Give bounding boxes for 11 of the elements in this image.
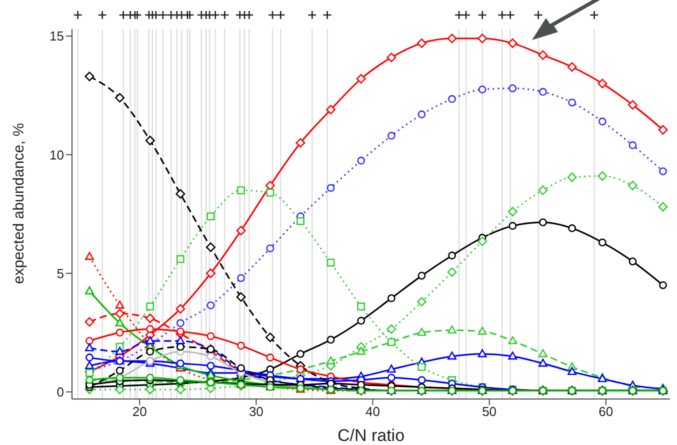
x-tick-label: 60 xyxy=(598,404,614,420)
x-tick-label: 50 xyxy=(482,404,497,420)
x-axis-title: C/N ratio xyxy=(337,426,405,445)
x-tick-label: 30 xyxy=(248,404,264,420)
x-tick-label: 40 xyxy=(366,404,380,420)
x-tick-label: 20 xyxy=(132,404,147,420)
y-tick-label: 10 xyxy=(50,147,64,162)
y-axis-title: expected abundance, % xyxy=(10,123,28,284)
y-tick-label: 0 xyxy=(56,384,64,400)
y-tick-label: 15 xyxy=(50,28,64,44)
y-tick-label: 5 xyxy=(56,266,64,281)
